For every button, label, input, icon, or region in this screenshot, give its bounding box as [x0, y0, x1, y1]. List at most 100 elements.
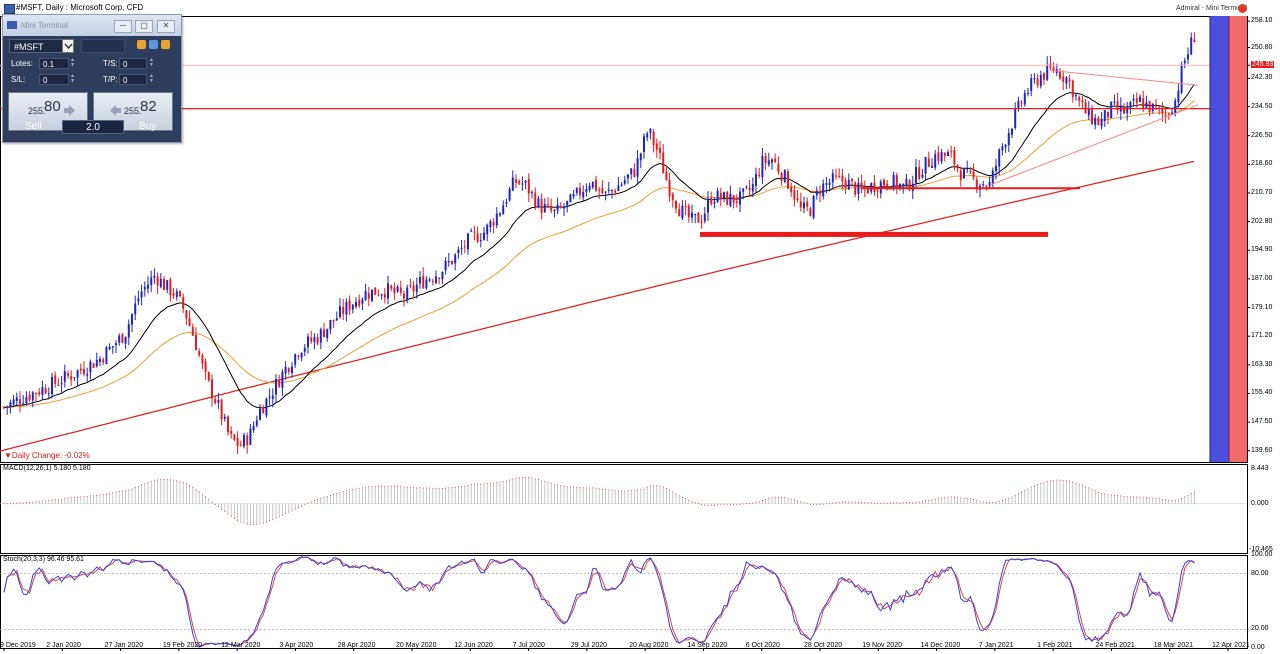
candle-body: [966, 168, 969, 170]
price-axis-label: 218.60: [1251, 160, 1273, 168]
date-axis-label: 24 Feb 2021: [1095, 642, 1135, 649]
macd-signal-dot: [1059, 479, 1061, 481]
macd-signal-dot: [441, 488, 443, 489]
candle-body: [76, 370, 79, 378]
candle-body: [633, 169, 636, 177]
macd-signal-dot: [525, 476, 527, 478]
minimize-button[interactable]: ─: [114, 20, 132, 33]
maximize-button[interactable]: ▢: [135, 20, 153, 33]
macd-signal-dot: [579, 487, 581, 488]
candle-body: [895, 175, 898, 189]
tp-field[interactable]: 0: [119, 74, 147, 85]
lock-icon[interactable]: [137, 40, 146, 49]
symbol-select[interactable]: #MSFT: [9, 39, 65, 53]
lots-field[interactable]: 0.1: [39, 58, 69, 69]
macd-signal-dot: [134, 487, 136, 488]
sell-button[interactable]: Sell: [25, 121, 42, 132]
macd-signal-dot: [528, 477, 530, 478]
macd-signal-dot: [829, 503, 831, 504]
candle-body: [182, 297, 185, 309]
price-axis-label: 210.70: [1251, 188, 1273, 196]
candle-body: [345, 301, 348, 315]
tp-stepper-icon[interactable]: ▲ ▼: [149, 73, 154, 84]
candle-body: [703, 213, 706, 222]
sl-stepper-icon[interactable]: ▲ ▼: [70, 73, 75, 84]
candle-body: [1007, 133, 1010, 146]
macd-signal-dot: [1033, 485, 1035, 487]
macd-signal-dot: [141, 484, 143, 486]
macd-signal-dot: [1113, 494, 1115, 496]
ts-stepper-icon[interactable]: ▲ ▼: [149, 57, 154, 68]
candle-body: [636, 158, 639, 177]
macd-signal-dot: [272, 519, 274, 521]
macd-signal-dot: [89, 495, 91, 497]
candle-body: [508, 188, 511, 201]
macd-signal-dot: [941, 497, 943, 499]
macd-signal-dot: [445, 487, 447, 489]
macd-signal-dot: [598, 488, 600, 490]
macd-signal-dot: [992, 501, 994, 503]
macd-signal-dot: [701, 504, 703, 506]
candle-body: [371, 289, 373, 301]
stoch-signal-line: [3, 556, 1195, 647]
gear-icon[interactable]: [149, 40, 158, 49]
candle-body: [220, 399, 223, 420]
candle-body: [57, 384, 60, 386]
macd-signal-dot: [521, 477, 523, 478]
volume-field[interactable]: 2.0: [62, 120, 124, 134]
price-axis-label: 226.50: [1251, 131, 1273, 139]
macd-signal-dot: [1174, 499, 1176, 501]
triangle-upper-line: [1049, 69, 1199, 86]
candle-body: [505, 202, 508, 204]
macd-signal-dot: [323, 497, 325, 498]
candle-body: [281, 371, 284, 388]
candle-body: [1023, 93, 1026, 105]
account-field[interactable]: [81, 39, 125, 53]
macd-signal-dot: [979, 500, 981, 502]
macd-signal-dot: [387, 485, 389, 487]
mini-terminal-header[interactable]: Mini Terminal ─ ▢ ✕: [3, 15, 181, 36]
macd-signal-dot: [406, 486, 408, 488]
candle-body: [153, 275, 156, 278]
macd-signal-dot: [915, 501, 917, 503]
candle-body: [595, 179, 597, 191]
macd-signal-dot: [742, 503, 744, 505]
candle-body: [713, 201, 716, 204]
buy-button[interactable]: Buy: [139, 121, 157, 132]
candle-body: [860, 182, 863, 189]
lots-stepper-icon[interactable]: ▲ ▼: [70, 57, 75, 68]
info-icon[interactable]: [161, 40, 170, 49]
macd-signal-dot: [845, 501, 847, 503]
date-axis-label: 12 Apr 2021: [1212, 642, 1250, 649]
macd-signal-dot: [1027, 488, 1029, 490]
macd-signal-dot: [83, 496, 85, 498]
close-button[interactable]: ✕: [157, 20, 175, 33]
date-axis-label: 29 Jul 2020: [570, 642, 608, 649]
chevron-down-icon[interactable]: [62, 39, 74, 53]
ts-field[interactable]: 0: [119, 58, 147, 69]
macd-signal-dot: [9, 503, 11, 504]
macd-signal-dot: [390, 485, 392, 487]
mini-terminal-panel[interactable]: Mini Terminal ─ ▢ ✕ #MSFT Lotes: 0.1 ▲ ▼ …: [2, 14, 182, 143]
macd-signal-dot: [221, 508, 223, 510]
macd-signal-dot: [438, 488, 440, 490]
sl-field[interactable]: 0: [39, 74, 69, 85]
macd-signal-dot: [765, 498, 767, 500]
macd-signal-dot: [1142, 496, 1144, 498]
candle-body: [41, 387, 44, 395]
macd-indicator-label: MACD(12,26,1) 5.180 5.180: [3, 465, 91, 472]
macd-signal-dot: [19, 502, 21, 504]
macd-signal-dot: [909, 502, 911, 504]
candle-body: [438, 277, 441, 280]
macd-signal-dot: [637, 489, 639, 491]
candle-body: [111, 346, 114, 348]
macd-signal-dot: [566, 486, 568, 488]
macd-signal-dot: [1030, 486, 1032, 488]
macd-signal-dot: [694, 501, 696, 503]
macd-signal-dot: [659, 485, 661, 487]
macd-signal-dot: [121, 490, 123, 492]
candle-body: [534, 192, 537, 208]
macd-signal-dot: [889, 502, 891, 504]
candle-body: [646, 133, 649, 138]
